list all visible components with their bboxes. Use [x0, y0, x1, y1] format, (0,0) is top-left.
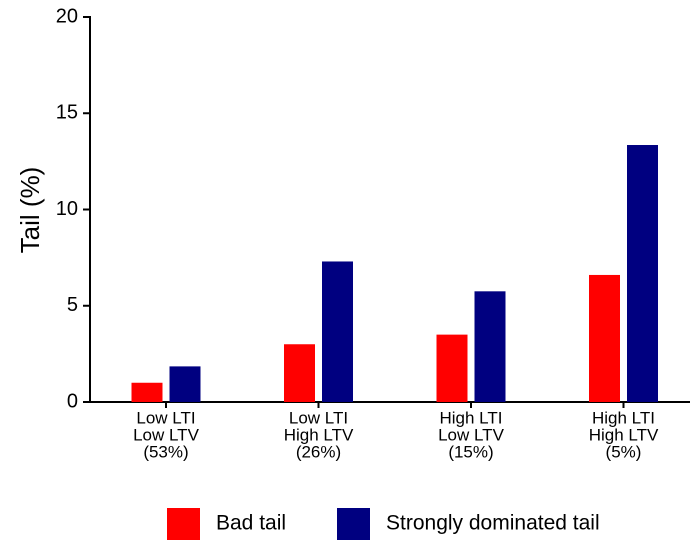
y-axis-title: Tail (%): [15, 167, 45, 254]
legend-swatch: [337, 508, 370, 540]
x-tick-label: Low LTV: [133, 425, 199, 444]
legend-swatch: [167, 508, 200, 540]
x-tick-label: High LTI: [592, 408, 655, 427]
x-tick-label: Low LTI: [289, 408, 348, 427]
bar: [131, 382, 163, 402]
bar: [589, 274, 620, 402]
bar: [627, 145, 658, 402]
y-tick-label: 10: [56, 198, 78, 220]
legend-label: Bad tail: [216, 512, 286, 535]
bar: [284, 344, 315, 402]
y-tick-label: 15: [56, 102, 78, 124]
bar: [322, 261, 353, 402]
bar: [169, 366, 201, 402]
x-tick-label: (53%): [143, 442, 188, 461]
y-tick-label: 5: [67, 294, 78, 316]
bar: [474, 291, 506, 402]
x-tick-label: High LTI: [440, 408, 503, 427]
x-tick-label: (26%): [296, 442, 341, 461]
x-tick-label: High LTV: [284, 425, 354, 444]
x-tick-label: (15%): [448, 442, 493, 461]
bar: [436, 334, 468, 402]
y-tick-label: 0: [67, 390, 78, 412]
x-tick-label: (5%): [606, 442, 642, 461]
y-tick-label: 20: [56, 5, 78, 27]
legend-label: Strongly dominated tail: [386, 512, 600, 535]
x-tick-label: Low LTI: [136, 408, 195, 427]
x-tick-label: Low LTV: [438, 425, 504, 444]
x-tick-label: High LTV: [589, 425, 659, 444]
